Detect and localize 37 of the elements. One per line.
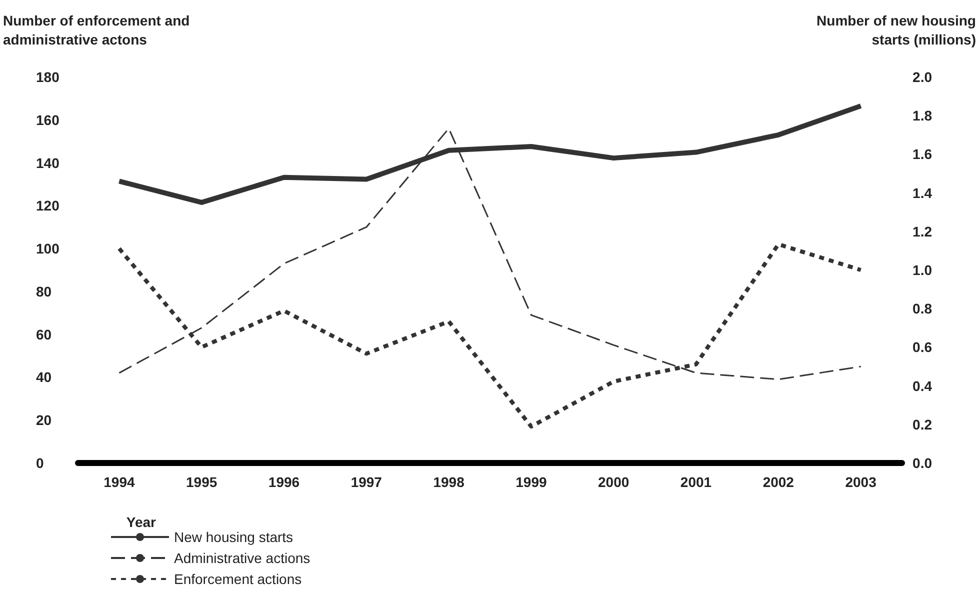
y2-tick-label: 1.6 (912, 146, 932, 162)
y2-tick-label: 0.2 (912, 416, 932, 432)
x-axis-title: Year (126, 514, 157, 530)
y-tick-label: 140 (36, 154, 60, 171)
legend-label: New housing starts (174, 529, 294, 545)
x-tick-label: 2002 (762, 474, 794, 490)
y2-tick-label: 1.8 (912, 108, 932, 124)
y2-tick-label: 0.4 (912, 378, 932, 394)
y2-tick-label: 0.8 (912, 300, 932, 317)
y-tick-label: 0 (36, 455, 44, 471)
x-tick-label: 1996 (268, 474, 300, 490)
y2-tick-label: 0.6 (912, 339, 932, 356)
y-tick-label: 160 (36, 112, 60, 128)
legend-label: Enforcement actions (174, 571, 302, 587)
y2-tick-label: 0.0 (912, 455, 932, 471)
y-tick-label: 60 (36, 326, 52, 342)
x-tick-label: 1994 (104, 474, 135, 490)
x-tick-label: 2000 (598, 474, 630, 490)
x-tick-label: 1998 (433, 474, 465, 490)
y-tick-label: 180 (36, 69, 60, 85)
legend-label: Administrative actions (174, 550, 310, 566)
y2-tick-label: 1.2 (912, 223, 932, 240)
y2-tick-label: 1.4 (912, 184, 932, 201)
y-tick-label: 20 (36, 412, 52, 428)
y2-tick-label: 2.0 (912, 69, 932, 85)
x-tick-label: 1997 (350, 474, 382, 490)
x-tick-label: 1999 (516, 474, 547, 490)
x-tick-label: 2003 (845, 474, 877, 490)
y2-axis-title: Number of new housing starts (millions) (816, 12, 976, 48)
x-tick-label: 2001 (680, 474, 712, 490)
y-tick-label: 40 (36, 369, 52, 386)
x-tick-label: 1995 (186, 474, 218, 490)
y-tick-label: 120 (36, 198, 60, 214)
y-tick-label: 80 (36, 283, 52, 300)
y-tick-label: 100 (36, 240, 60, 257)
y-axis-title: Number of enforcement and administrative actons (3, 12, 190, 48)
y2-tick-label: 1.0 (912, 262, 932, 278)
